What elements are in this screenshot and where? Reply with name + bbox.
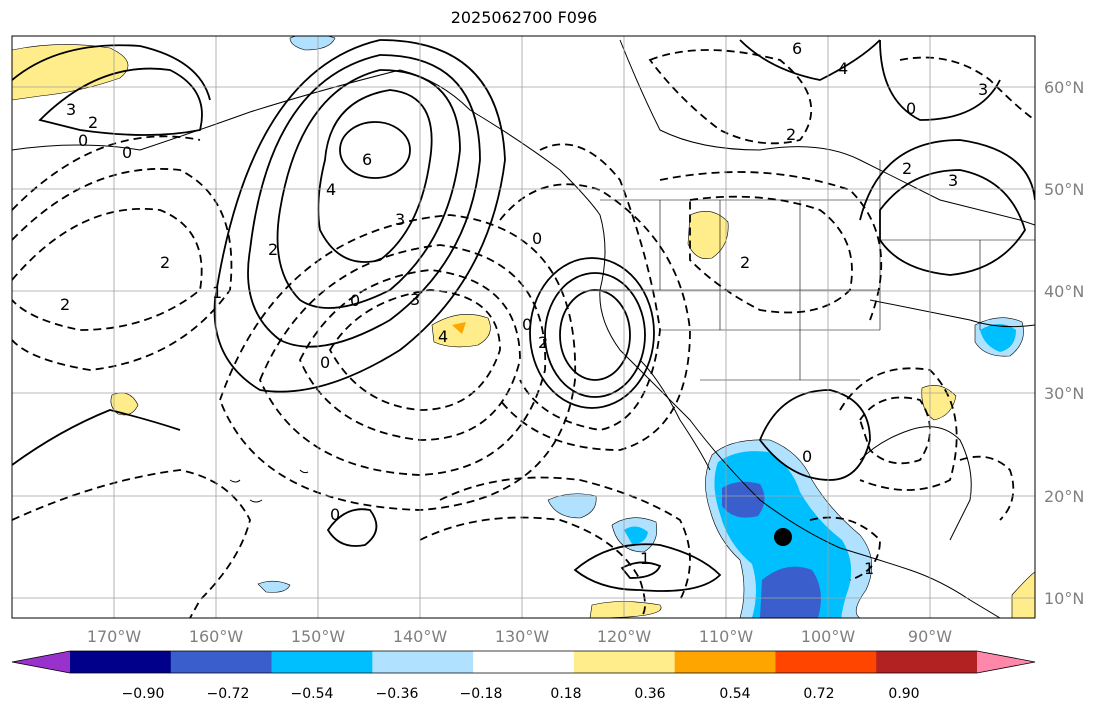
contour-label: 0: [122, 143, 132, 162]
colorbar-segment: [674, 651, 776, 673]
colorbar-tick: 0.54: [719, 686, 750, 702]
contour-label: 4: [438, 327, 448, 346]
contour-label: 1: [212, 283, 222, 302]
colorbar-tick: −0.18: [460, 686, 503, 702]
storm-center-marker: [774, 528, 792, 546]
lat-label: 30°N: [1044, 384, 1084, 403]
coastlines: [12, 39, 1035, 618]
colorbar-extend-low: [12, 651, 70, 673]
lon-label: 110°W: [699, 627, 754, 646]
lat-label: 20°N: [1044, 487, 1084, 506]
colorbar-segment: [271, 651, 373, 673]
colorbar-segment: [473, 651, 575, 673]
positive-contours: [12, 39, 1035, 592]
lon-label: 90°W: [908, 627, 952, 646]
colorbar-tick: 0.36: [634, 686, 665, 702]
graticule: [12, 36, 1035, 618]
contour-label: 6: [362, 150, 372, 169]
contour-label: 4: [326, 180, 336, 199]
lon-label: 100°W: [801, 627, 856, 646]
colorbar-tick: 0.90: [888, 686, 919, 702]
colorbar-tick: −0.54: [291, 686, 334, 702]
colorbar-segment: [70, 651, 172, 673]
lon-label: 150°W: [291, 627, 346, 646]
lat-label: 60°N: [1044, 78, 1084, 97]
shaded-anomalies: [12, 36, 1035, 618]
contour-label: 2: [268, 240, 278, 259]
colorbar-segment: [170, 651, 273, 673]
contour-label: 2: [160, 253, 170, 272]
map-frame: [11, 35, 1036, 619]
lat-label: 10°N: [1044, 589, 1084, 608]
contour-label: 2: [538, 333, 548, 352]
contour-label: 6: [792, 39, 802, 58]
colorbar-segment: [775, 651, 877, 673]
contour-label: 0: [78, 131, 88, 150]
contour-labels: 3 2 0 0 6 4 3 2 2 1 0 2 3 4 0 0 2 0 0 1 …: [60, 39, 988, 578]
lon-label: 170°W: [87, 627, 142, 646]
contour-label: 4: [838, 59, 848, 78]
colorbar-tick: −0.72: [207, 686, 250, 702]
contour-label: 3: [66, 100, 76, 119]
contour-label: 2: [60, 295, 70, 314]
contour-label: 3: [948, 171, 958, 190]
contour-label: 0: [906, 99, 916, 118]
contour-label: 3: [410, 290, 420, 309]
contour-label: 1: [640, 549, 650, 568]
contour-label: 2: [902, 159, 912, 178]
contour-label: 1: [864, 559, 874, 578]
contour-label: 3: [978, 80, 988, 99]
colorbar-outline: [11, 650, 1036, 674]
colorbar: [11, 650, 1036, 674]
colorbar-tick: 0.18: [550, 686, 581, 702]
lat-label: 50°N: [1044, 180, 1084, 199]
colorbar-ticks: −0.90 −0.72 −0.54 −0.36 −0.18 0.18 0.36 …: [122, 686, 920, 702]
lon-label: 160°W: [189, 627, 244, 646]
map-title: 2025062700 F096: [450, 8, 598, 27]
contour-label: 3: [395, 210, 405, 229]
lon-label: 130°W: [495, 627, 550, 646]
contour-label: 0: [802, 447, 812, 466]
political-borders: [600, 160, 1035, 381]
colorbar-tick: −0.36: [376, 686, 419, 702]
contour-label: 0: [350, 291, 360, 310]
lon-label: 120°W: [597, 627, 652, 646]
contour-label: 0: [522, 315, 532, 334]
colorbar-segment: [876, 651, 978, 673]
colorbar-extend-high: [977, 651, 1035, 673]
colorbar-tick: 0.72: [803, 686, 834, 702]
contour-label: 0: [320, 353, 330, 372]
contour-label: 2: [88, 113, 98, 132]
latitude-labels: 60°N 50°N 40°N 30°N 20°N 10°N: [1044, 78, 1084, 608]
lon-label: 140°W: [393, 627, 448, 646]
longitude-labels: 170°W 160°W 150°W 140°W 130°W 120°W 110°…: [87, 627, 952, 646]
colorbar-tick: −0.90: [122, 686, 165, 702]
contour-label: 0: [330, 505, 340, 524]
lat-label: 40°N: [1044, 282, 1084, 301]
contour-label: 0: [532, 229, 542, 248]
negative-contours: [12, 49, 1035, 618]
colorbar-segment: [573, 651, 676, 673]
contour-label: 2: [740, 253, 750, 272]
colorbar-segment: [372, 651, 474, 673]
contour-label: 2: [786, 125, 796, 144]
